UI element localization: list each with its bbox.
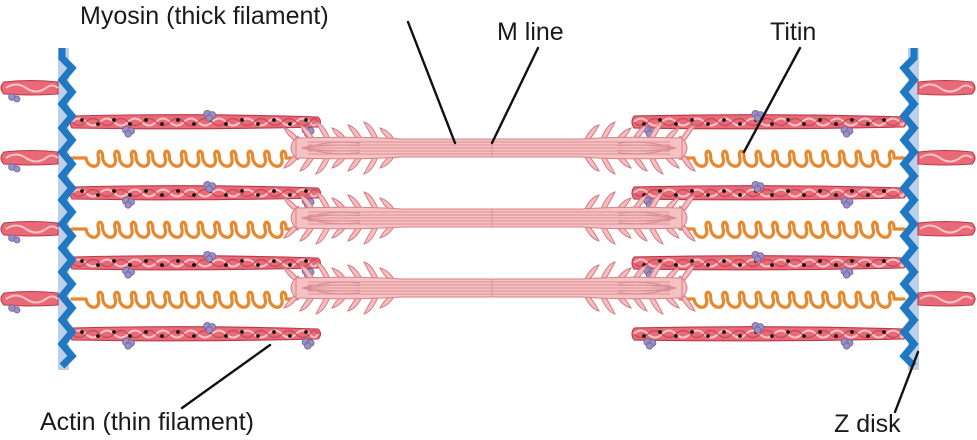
thin-filament-right-2: [631, 180, 908, 209]
thin-filament-right-4: [631, 321, 908, 350]
titin-right-1: [678, 149, 906, 168]
titin-left-3: [70, 290, 298, 309]
myosin-label: Myosin (thick filament): [80, 2, 329, 30]
thick-filaments: [283, 121, 696, 315]
z-disk-left: [57, 48, 77, 369]
outer-actin-stub-left-1: [0, 79, 59, 103]
m-line-label: M line: [497, 18, 564, 46]
titin-left: [70, 149, 298, 309]
z-disk-label: Z disk: [834, 410, 901, 438]
outer-actin-left: [0, 79, 59, 314]
thick-filament-3: [283, 261, 696, 315]
thin-filaments-right: [631, 110, 908, 350]
thin-filament-left-4: [69, 321, 322, 350]
outer-actin-stub-right-2: [917, 149, 976, 166]
titin-label: Titin: [770, 18, 816, 46]
thin-filament-left-3: [69, 250, 322, 279]
titin-leader: [742, 46, 802, 154]
outer-actin-stub-left-4: [0, 290, 59, 314]
outer-actin-stub-right-4: [917, 290, 976, 307]
titin-left-1: [70, 149, 298, 168]
titin-left-2: [70, 220, 298, 239]
titin-right: [678, 149, 906, 309]
titin-right-3: [678, 290, 906, 309]
outer-actin-stub-left-2: [0, 149, 59, 173]
outer-actin-stub-right-1: [917, 79, 976, 96]
thin-filament-left-2: [69, 180, 322, 209]
z-band-right: [908, 48, 919, 370]
thin-filament-right-1: [631, 110, 908, 138]
thick-filament-1: [283, 121, 696, 175]
outer-actin-stub-right-3: [917, 220, 976, 237]
outer-actin-right: [917, 79, 976, 307]
z-band-left: [58, 48, 69, 370]
thin-filament-left-1: [69, 110, 322, 138]
outer-actin-stub-left-3: [0, 220, 59, 244]
actin-leader: [180, 343, 272, 410]
actin-label: Actin (thin filament): [40, 408, 254, 436]
m-line-leader: [490, 46, 540, 145]
myosin-leader: [406, 20, 457, 145]
titin-right-2: [678, 220, 906, 239]
thick-filament-2: [283, 191, 696, 245]
z-disk-leader: [893, 350, 920, 414]
z-disk-right: [899, 48, 919, 369]
